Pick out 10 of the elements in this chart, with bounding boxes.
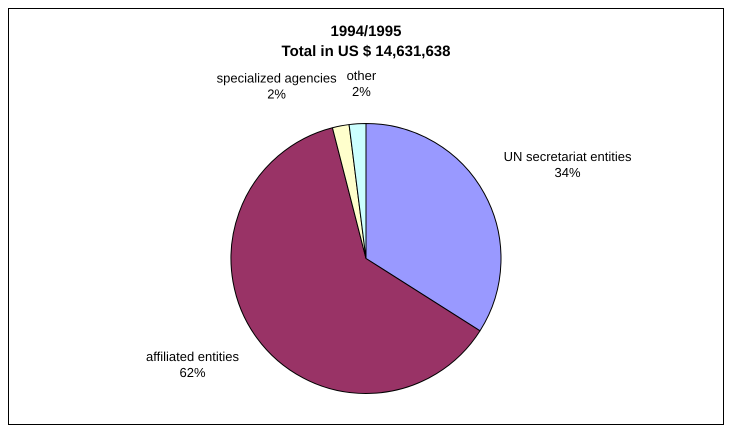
chart-subtitle: Total in US $ 14,631,638	[282, 43, 450, 60]
slice-label: affiliated entities	[146, 348, 240, 364]
data-label: 62%	[179, 364, 206, 380]
data-label: 2%	[352, 84, 372, 99]
slice-label: UN secretariat entities	[504, 148, 632, 164]
data-label: 34%	[554, 164, 581, 180]
slice-label: other	[346, 68, 377, 83]
slice-label: specialized agencies	[216, 70, 338, 86]
data-label: 2%	[267, 86, 286, 102]
chart-title: 1994/1995	[330, 23, 402, 40]
